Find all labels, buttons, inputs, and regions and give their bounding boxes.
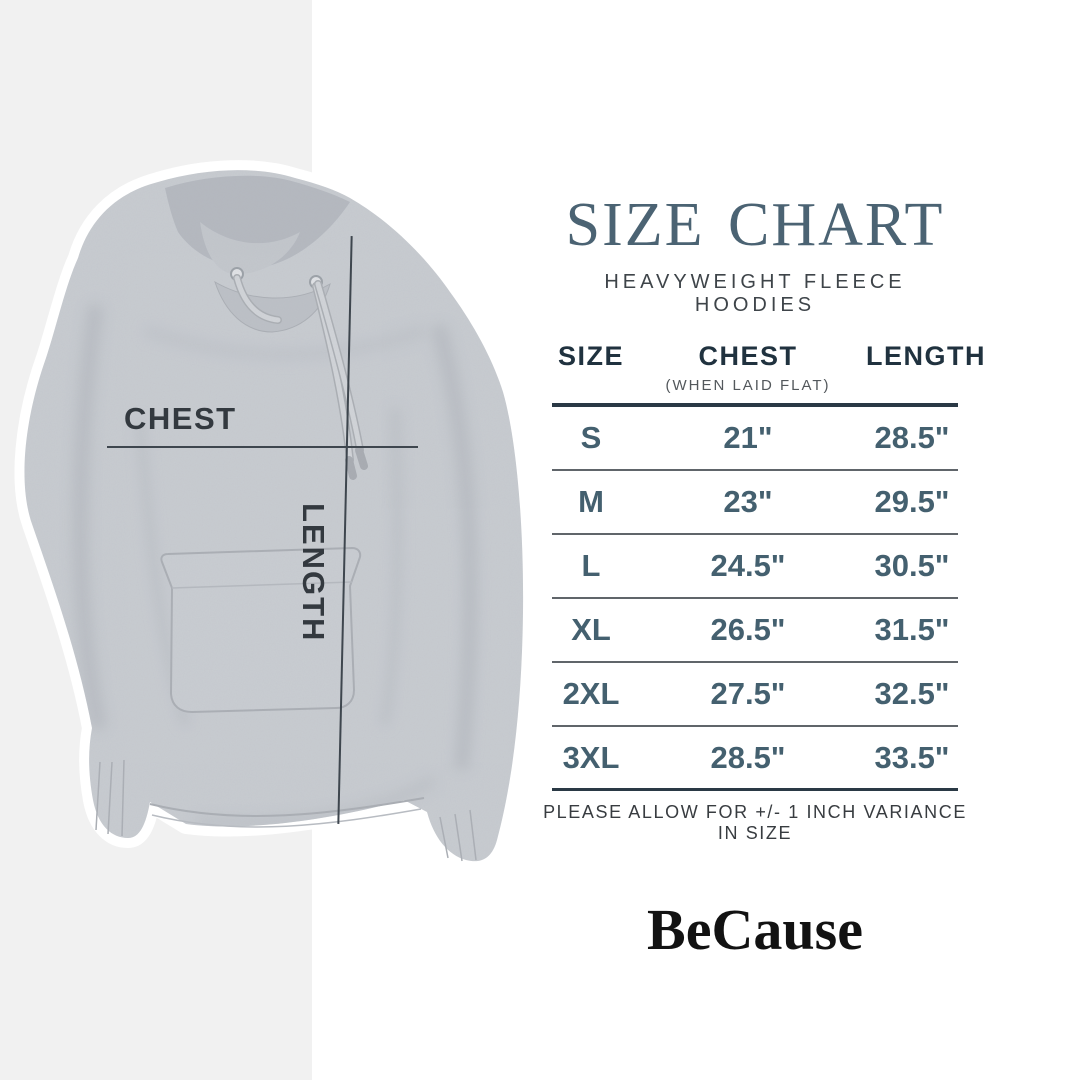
cell-chest: 28.5" bbox=[710, 739, 786, 775]
cell-length: 31.5" bbox=[874, 612, 950, 647]
page-title: SIZE CHART bbox=[565, 191, 945, 259]
cell-length: 28.5" bbox=[874, 420, 950, 455]
cell-size: 2XL bbox=[562, 676, 620, 711]
brand-logo: BeCause bbox=[647, 897, 863, 962]
size-table: S 21" 28.5" M 23" 29.5" L 24.5" 30.5" XL… bbox=[552, 403, 958, 791]
cell-chest: 21" bbox=[723, 420, 773, 455]
table-row: L 24.5" 30.5" bbox=[552, 535, 958, 599]
cell-length: 33.5" bbox=[874, 739, 950, 775]
page-subtitle: HEAVYWEIGHT FLEECE HOODIES bbox=[604, 271, 906, 316]
table-row: S 21" 28.5" bbox=[552, 407, 958, 471]
table-row: 2XL 27.5" 32.5" bbox=[552, 663, 958, 727]
cell-chest: 23" bbox=[723, 484, 773, 519]
size-table-header: SIZE CHEST LENGTH bbox=[552, 341, 986, 372]
variance-note: PLEASE ALLOW FOR +/- 1 INCH VARIANCE IN … bbox=[543, 802, 967, 843]
cell-size: XL bbox=[571, 612, 611, 647]
cell-chest: 24.5" bbox=[710, 548, 786, 583]
chest-measurement-line bbox=[107, 446, 418, 448]
table-row: 3XL 28.5" 33.5" bbox=[552, 727, 958, 791]
chest-column-subnote: (WHEN LAID FLAT) bbox=[665, 377, 831, 394]
table-row: M 23" 29.5" bbox=[552, 471, 958, 535]
table-row: XL 26.5" 31.5" bbox=[552, 599, 958, 663]
cell-size: M bbox=[578, 484, 604, 519]
chest-label: CHEST bbox=[124, 401, 237, 436]
cell-size: 3XL bbox=[562, 739, 620, 775]
cell-size: L bbox=[581, 548, 601, 583]
cell-length: 29.5" bbox=[874, 484, 950, 519]
length-label: LENGTH bbox=[296, 503, 331, 643]
cell-chest: 26.5" bbox=[710, 612, 786, 647]
column-header-length: LENGTH bbox=[866, 341, 986, 371]
cell-size: S bbox=[580, 420, 602, 455]
cell-chest: 27.5" bbox=[710, 676, 786, 711]
cell-length: 30.5" bbox=[874, 548, 950, 583]
cell-length: 32.5" bbox=[874, 676, 950, 711]
column-header-size: SIZE bbox=[557, 341, 624, 371]
hoodie-illustration bbox=[14, 160, 534, 872]
hoodie-photo bbox=[0, 160, 540, 922]
column-header-chest: CHEST bbox=[698, 341, 798, 371]
